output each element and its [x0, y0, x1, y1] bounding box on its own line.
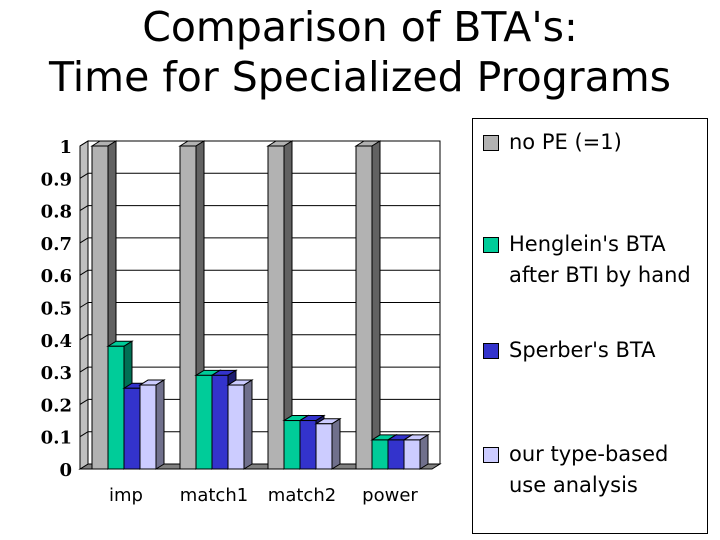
x-tick-label-match2: match2 — [268, 485, 336, 506]
bar-front-imp-sperber-s-bta — [123, 387, 141, 470]
legend-label-henglein: Henglein's BTA after BTI by hand — [509, 232, 691, 287]
y-tick-label-0-7: 0.7 — [41, 234, 72, 255]
legend-swatch-sperber — [483, 343, 499, 359]
chart-title: Comparison of BTA's: Time for Specialize… — [0, 2, 720, 102]
gridline-side-0-2 — [79, 398, 89, 405]
y-tick-label-0-6: 0.6 — [41, 266, 72, 287]
y-tick-label-0-3: 0.3 — [41, 363, 72, 384]
y-tick-label-0: 0 — [59, 460, 72, 481]
bar-match1-our-type-based-use-analysis — [226, 379, 254, 470]
bar-front-match2-our-type-based-use-analysis — [315, 423, 333, 470]
bar-front-imp-henglein-s-bta-after-bti-by-hand — [107, 345, 125, 470]
bar-match2-our-type-based-use-analysis — [314, 417, 342, 470]
bar-front-power-our-type-based-use-analysis — [403, 439, 421, 470]
legend-label-type-based: our type-based use analysis — [509, 442, 669, 497]
legend-label-no-pe: no PE (=1) — [509, 130, 622, 154]
gridlines — [79, 140, 440, 438]
chart-title-line-2: Time for Specialized Programs — [48, 53, 672, 101]
legend-label-sperber: Sperber's BTA — [509, 338, 656, 362]
gridline-side-0-8 — [79, 205, 89, 212]
bar-side-power-no-pe-1 — [371, 140, 381, 470]
x-tick-label-match1: match1 — [180, 485, 248, 506]
y-tick-label-0-5: 0.5 — [41, 299, 72, 320]
x-axis-ticks: imp match1 match2 power — [109, 485, 418, 506]
gridline-side-0-5 — [79, 302, 89, 308]
legend-swatch-type-based — [483, 447, 499, 463]
legend-swatch-henglein — [483, 237, 499, 253]
y-tick-label-0-9: 0.9 — [41, 169, 72, 190]
bars — [90, 140, 430, 470]
x-tick-label-imp: imp — [109, 485, 143, 506]
bar-front-match1-our-type-based-use-analysis — [227, 384, 245, 470]
legend-swatch-no-pe — [483, 135, 499, 151]
bar-front-power-henglein-s-bta-after-bti-by-hand — [371, 439, 389, 470]
bar-front-match2-henglein-s-bta-after-bti-by-hand — [283, 420, 301, 470]
gridline-side-0-4 — [79, 334, 89, 341]
y-tick-label-0-2: 0.2 — [41, 395, 72, 416]
bar-power-our-type-based-use-analysis — [402, 434, 430, 470]
gridline-side-0-6 — [79, 269, 89, 276]
gridline-side-1 — [79, 140, 89, 147]
y-tick-label-1: 1 — [59, 137, 72, 158]
y-tick-label-0-1: 0.1 — [41, 428, 72, 449]
bar-front-match1-henglein-s-bta-after-bti-by-hand — [195, 374, 213, 470]
bar-side-match1-our-type-based-use-analysis — [243, 379, 253, 470]
bar-match2-no-pe-1 — [266, 140, 294, 470]
x-tick-label-power: power — [362, 485, 418, 506]
bar-side-imp-our-type-based-use-analysis — [155, 379, 165, 470]
bar-front-match1-no-pe-1 — [179, 145, 197, 470]
y-tick-label-0-4: 0.4 — [41, 331, 72, 352]
chart-title-line-1: Comparison of BTA's: — [142, 3, 578, 51]
y-tick-label-0-8: 0.8 — [41, 202, 72, 223]
gridline-side-0-9 — [79, 172, 89, 179]
gridline-side-0-7 — [79, 237, 89, 244]
bar-front-imp-no-pe-1 — [91, 145, 109, 470]
bar-imp-our-type-based-use-analysis — [138, 379, 166, 470]
bar-front-imp-our-type-based-use-analysis — [139, 384, 157, 470]
bar-front-match2-sperber-s-bta — [299, 420, 317, 470]
bar-front-match1-sperber-s-bta — [211, 374, 229, 470]
legend: no PE (=1) Henglein's BTA after BTI by h… — [472, 118, 708, 534]
bar-front-power-no-pe-1 — [355, 145, 373, 470]
bar-power-no-pe-1 — [354, 140, 382, 470]
axes — [79, 146, 432, 470]
bar-front-power-sperber-s-bta — [387, 439, 405, 470]
y-axis-ticks: 0 0.1 0.2 0.3 0.4 0.5 0.6 0.7 0.8 0.9 1 — [41, 137, 72, 481]
bar-side-match2-our-type-based-use-analysis — [331, 417, 341, 470]
gridline-side-0-3 — [79, 366, 89, 373]
gridline-side-0-1 — [79, 431, 89, 438]
bar-front-match2-no-pe-1 — [267, 145, 285, 470]
bar-side-power-our-type-based-use-analysis — [419, 434, 429, 470]
